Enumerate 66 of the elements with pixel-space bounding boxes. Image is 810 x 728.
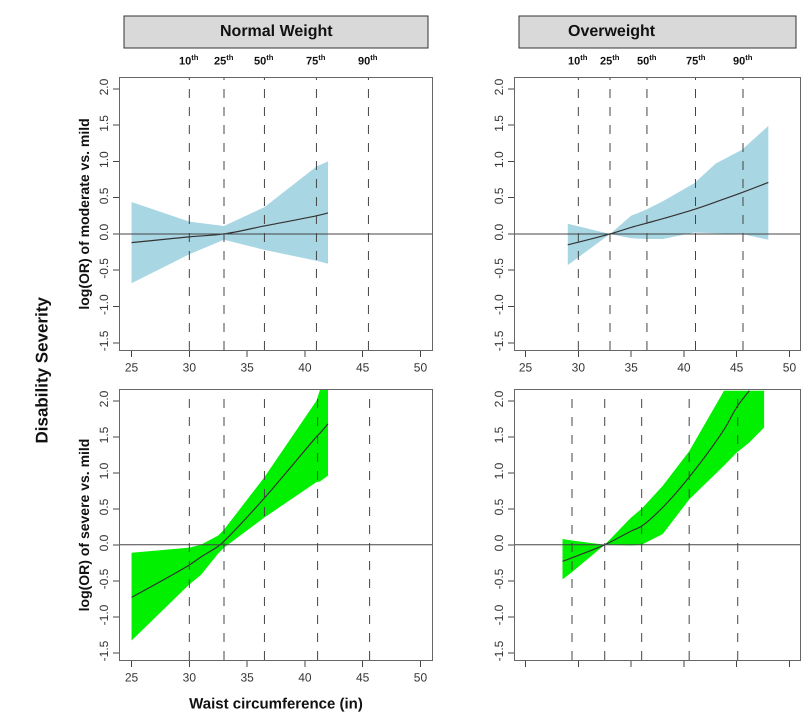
x-tick-label: 50 <box>782 360 796 374</box>
y-tick-label: -0.5 <box>492 568 506 590</box>
y-tick-label: 0.5 <box>97 187 112 204</box>
y-tick-label: -0.5 <box>97 568 112 590</box>
y-tick-label: 0.0 <box>492 534 506 552</box>
x-tick-label: 50 <box>414 670 428 684</box>
y-tick-label: 1.5 <box>492 426 506 444</box>
x-tick-label: 30 <box>572 360 586 374</box>
x-tick-label: 45 <box>356 670 370 684</box>
y-tick-label: -0.5 <box>97 258 112 279</box>
x-tick-label: 40 <box>298 670 312 684</box>
y-tick-label: 2.0 <box>97 390 112 408</box>
y-tick-label: -1.0 <box>97 294 112 316</box>
text: Disability Severity <box>32 296 52 444</box>
y-axis-title: log(OR) of moderate vs. mild <box>76 118 92 310</box>
y-tick-label: 1.0 <box>492 150 506 168</box>
y-tick-label: -1.5 <box>492 640 506 662</box>
y-tick-label: 1.5 <box>492 114 506 132</box>
ref-line-label: 90$^{th}$ <box>733 53 753 68</box>
y-tick-label: 1.5 <box>97 114 112 132</box>
y-tick-label: 1.0 <box>492 462 506 480</box>
chart-title: Normal Weight <box>220 23 334 40</box>
ref-line-label: 25$^{th}$ <box>600 53 620 68</box>
x-tick-label: 25 <box>518 360 533 374</box>
y-tick-label: 0.0 <box>97 223 112 240</box>
y-tick-label: 2.0 <box>492 78 506 96</box>
x-axis-title: Waist circumference (in) <box>189 695 363 712</box>
y-tick-label: 0.0 <box>97 534 112 552</box>
y-tick-label: 1.0 <box>97 150 112 168</box>
y-tick-label: 2.0 <box>492 390 506 408</box>
ref-line-label: 50$^{th}$ <box>254 53 274 68</box>
y-tick-label: -0.5 <box>492 258 506 279</box>
x-tick-label: 35 <box>240 360 254 374</box>
chart-title: Overweight <box>568 23 656 40</box>
ref-line-label: 75$^{th}$ <box>306 53 326 68</box>
y-tick-label: -1.0 <box>492 294 506 316</box>
x-tick-label: 45 <box>356 360 370 374</box>
x-tick-label: 40 <box>677 360 691 374</box>
x-tick-label: 35 <box>240 670 254 684</box>
ref-line-label: 50$^{th}$ <box>637 53 657 68</box>
y-axis-title: log(OR) of severe vs. mild <box>76 438 92 612</box>
y-tick-label: 1.0 <box>97 462 112 480</box>
ref-line-label: 25$^{th}$ <box>214 53 234 68</box>
y-tick-label: 0.5 <box>97 498 112 516</box>
ref-line-label: 10$^{th}$ <box>568 53 588 68</box>
ref-line-label: 75$^{th}$ <box>686 53 706 68</box>
x-tick-label: 45 <box>730 360 744 374</box>
y-tick-label: -1.0 <box>492 604 506 626</box>
y-tick-label: -1.5 <box>97 330 112 352</box>
x-tick-label: 35 <box>624 360 638 374</box>
x-tick-label: 50 <box>414 360 428 374</box>
y-tick-label: 0.5 <box>492 187 506 204</box>
y-tick-label: 1.5 <box>97 426 112 444</box>
ref-line-label: 10$^{th}$ <box>179 53 199 68</box>
ref-line-label: 90$^{th}$ <box>358 53 378 68</box>
x-tick-label: 30 <box>182 670 196 684</box>
x-tick-label: 30 <box>182 360 196 374</box>
x-tick-label: 40 <box>298 360 312 374</box>
y-tick-label: 0.5 <box>492 498 506 516</box>
x-tick-label: 25 <box>124 670 139 684</box>
y-tick-label: -1.5 <box>97 640 112 662</box>
x-tick-label: 25 <box>124 360 139 374</box>
y-tick-label: 0.0 <box>492 223 506 240</box>
y-tick-label: -1.5 <box>492 330 506 352</box>
y-tick-label: 2.0 <box>97 78 112 96</box>
y-tick-label: -1.0 <box>97 604 112 626</box>
